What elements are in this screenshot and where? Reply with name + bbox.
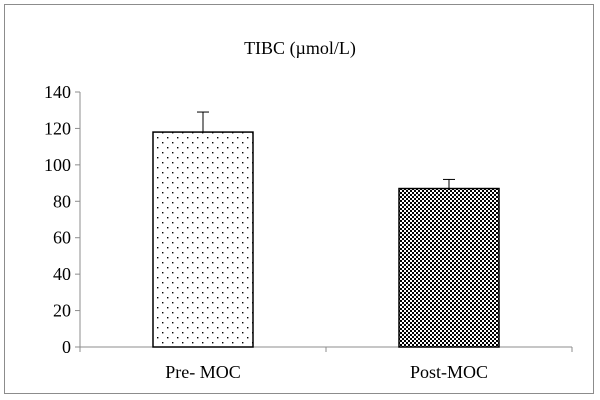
y-tick-label: 140: [44, 82, 71, 102]
y-tick-label: 120: [44, 118, 71, 138]
bar-post-moc: [398, 187, 500, 348]
x-category-label: Post-MOC: [410, 362, 488, 382]
x-category-label: Pre- MOC: [165, 362, 241, 382]
y-tick-label: 20: [53, 301, 71, 321]
bar-pre-moc: [152, 131, 254, 348]
y-tick-label: 100: [44, 155, 71, 175]
y-tick-label: 80: [53, 191, 71, 211]
y-tick-label: 60: [53, 228, 71, 248]
y-tick-label: 40: [53, 264, 71, 284]
y-tick-label: 0: [62, 337, 71, 357]
chart-title: TIBC (µmol/L): [244, 38, 356, 59]
